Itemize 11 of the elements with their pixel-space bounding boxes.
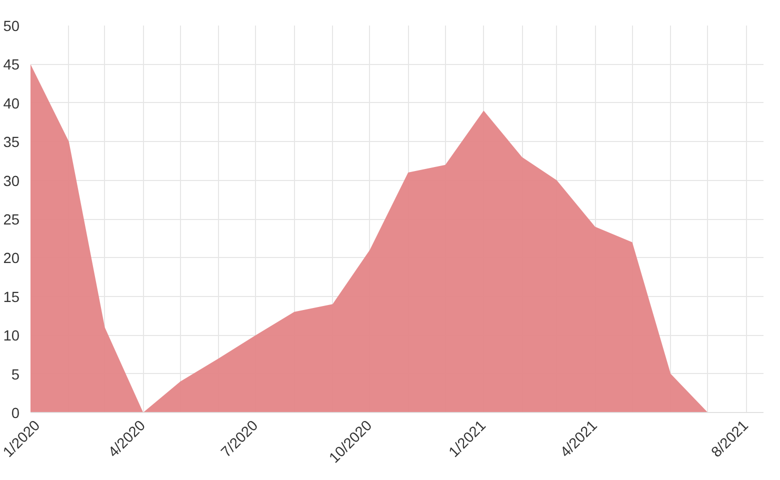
y-tick-label: 40 bbox=[3, 96, 20, 112]
y-tick-label: 35 bbox=[3, 135, 20, 152]
y-tick-label: 50 bbox=[3, 19, 20, 35]
y-tick-label: 0 bbox=[11, 406, 20, 422]
y-tick-label: 20 bbox=[3, 251, 20, 268]
y-tick-label: 25 bbox=[3, 212, 20, 228]
y-tick-label: 30 bbox=[3, 174, 20, 190]
y-tick-label: 5 bbox=[11, 367, 20, 384]
y-tick-label: 45 bbox=[3, 58, 20, 74]
y-tick-label: 15 bbox=[3, 290, 20, 306]
y-tick-label: 10 bbox=[3, 328, 20, 345]
